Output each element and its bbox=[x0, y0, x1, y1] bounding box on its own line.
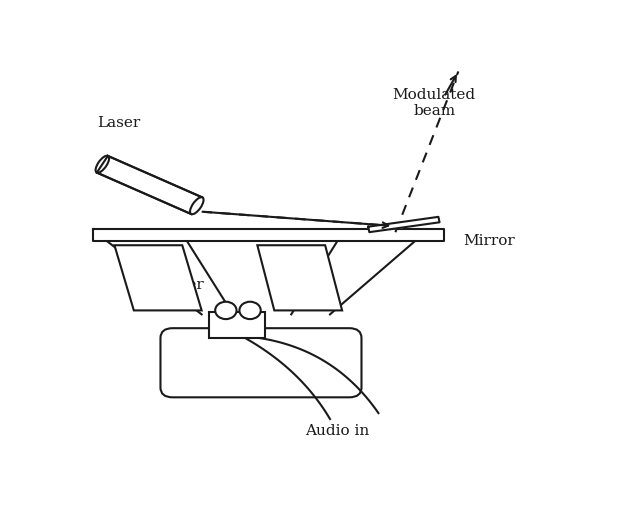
Polygon shape bbox=[368, 217, 439, 232]
FancyBboxPatch shape bbox=[161, 328, 361, 398]
Text: Mirror: Mirror bbox=[463, 234, 515, 248]
Text: Speaker: Speaker bbox=[141, 278, 205, 292]
Text: Laser: Laser bbox=[98, 116, 141, 130]
Text: Modulated
beam: Modulated beam bbox=[392, 88, 476, 118]
Ellipse shape bbox=[239, 302, 261, 319]
Polygon shape bbox=[258, 245, 342, 310]
Ellipse shape bbox=[96, 156, 109, 173]
Text: Audio in: Audio in bbox=[305, 424, 369, 438]
Polygon shape bbox=[92, 229, 444, 241]
Polygon shape bbox=[114, 245, 202, 310]
FancyBboxPatch shape bbox=[209, 312, 264, 338]
Polygon shape bbox=[97, 156, 202, 214]
Ellipse shape bbox=[215, 302, 236, 319]
Ellipse shape bbox=[190, 197, 204, 214]
